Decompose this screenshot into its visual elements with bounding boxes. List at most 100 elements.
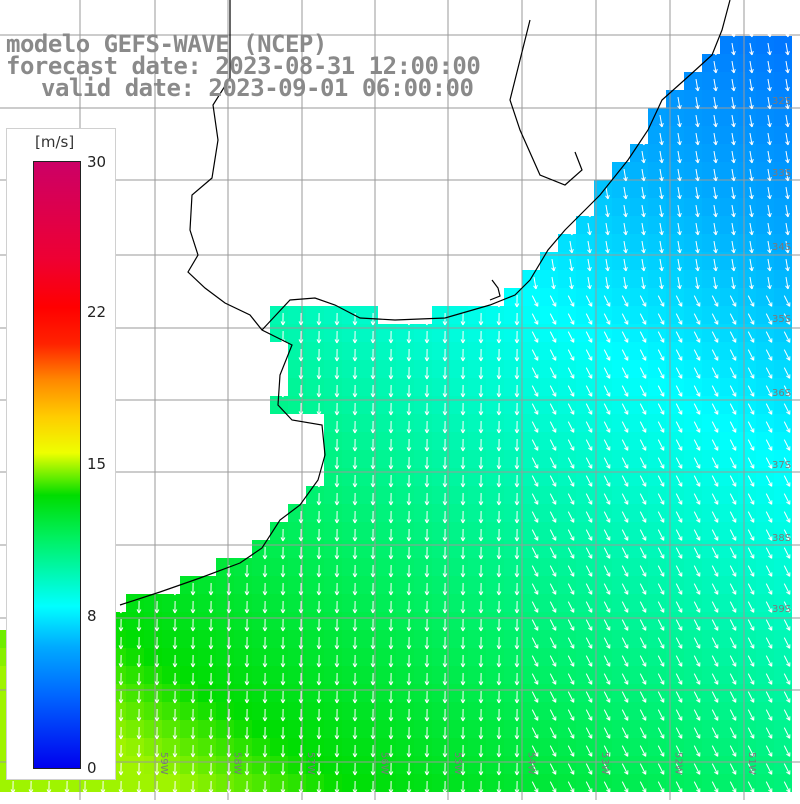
speed-cell bbox=[270, 720, 288, 738]
speed-cell bbox=[612, 738, 630, 756]
speed-cell bbox=[252, 630, 270, 648]
speed-cell bbox=[666, 288, 684, 306]
speed-cell bbox=[162, 648, 180, 666]
speed-cell bbox=[450, 468, 468, 486]
speed-cell bbox=[648, 774, 666, 792]
lon-label: 53W bbox=[599, 752, 610, 775]
speed-cell bbox=[342, 612, 360, 630]
speed-cell bbox=[396, 504, 414, 522]
speed-cell bbox=[504, 720, 522, 738]
speed-cell bbox=[162, 666, 180, 684]
speed-cell bbox=[414, 720, 432, 738]
speed-cell bbox=[522, 666, 540, 684]
speed-cell bbox=[288, 774, 306, 792]
speed-cell bbox=[504, 396, 522, 414]
speed-cell bbox=[306, 396, 324, 414]
speed-cell bbox=[486, 684, 504, 702]
speed-cell bbox=[576, 342, 594, 360]
speed-cell bbox=[666, 540, 684, 558]
speed-cell bbox=[396, 414, 414, 432]
speed-cell bbox=[756, 720, 774, 738]
speed-cell bbox=[720, 576, 738, 594]
speed-cell bbox=[702, 396, 720, 414]
speed-cell bbox=[126, 774, 144, 792]
speed-cell bbox=[756, 486, 774, 504]
speed-cell bbox=[630, 630, 648, 648]
speed-cell bbox=[738, 684, 756, 702]
speed-cell bbox=[558, 648, 576, 666]
speed-cell bbox=[576, 576, 594, 594]
speed-cell bbox=[504, 774, 522, 792]
speed-cell bbox=[774, 630, 792, 648]
speed-cell bbox=[594, 720, 612, 738]
speed-cell bbox=[252, 720, 270, 738]
speed-cell bbox=[432, 720, 450, 738]
speed-cell bbox=[594, 540, 612, 558]
speed-cell bbox=[612, 648, 630, 666]
speed-cell bbox=[702, 684, 720, 702]
speed-cell bbox=[396, 450, 414, 468]
speed-cell bbox=[396, 468, 414, 486]
speed-cell bbox=[288, 720, 306, 738]
speed-cell bbox=[126, 612, 144, 630]
speed-cell bbox=[576, 612, 594, 630]
speed-cell bbox=[324, 756, 342, 774]
speed-cell bbox=[558, 540, 576, 558]
speed-cell bbox=[540, 684, 558, 702]
speed-cell bbox=[576, 594, 594, 612]
speed-cell bbox=[450, 576, 468, 594]
speed-cell bbox=[180, 738, 198, 756]
speed-cell bbox=[738, 702, 756, 720]
speed-cell bbox=[720, 594, 738, 612]
speed-cell bbox=[450, 558, 468, 576]
lon-label: 59W bbox=[158, 752, 169, 775]
speed-cell bbox=[432, 756, 450, 774]
speed-cell bbox=[720, 360, 738, 378]
speed-cell bbox=[576, 522, 594, 540]
speed-cell bbox=[648, 342, 666, 360]
speed-cell bbox=[720, 324, 738, 342]
speed-cell bbox=[432, 468, 450, 486]
speed-cell bbox=[450, 486, 468, 504]
speed-cell bbox=[270, 576, 288, 594]
speed-cell bbox=[342, 684, 360, 702]
speed-cell bbox=[198, 576, 216, 594]
speed-cell bbox=[612, 378, 630, 396]
speed-cell bbox=[324, 648, 342, 666]
speed-cell bbox=[468, 504, 486, 522]
speed-cell bbox=[558, 756, 576, 774]
speed-cell bbox=[576, 684, 594, 702]
colorbar-tick-30: 30 bbox=[87, 153, 106, 171]
speed-cell bbox=[306, 378, 324, 396]
speed-cell bbox=[630, 576, 648, 594]
speed-cell bbox=[126, 684, 144, 702]
speed-cell bbox=[162, 702, 180, 720]
speed-cell bbox=[342, 756, 360, 774]
speed-cell bbox=[342, 522, 360, 540]
speed-cell bbox=[774, 324, 792, 342]
speed-cell bbox=[126, 720, 144, 738]
speed-cell bbox=[414, 540, 432, 558]
speed-cell bbox=[306, 306, 324, 324]
lon-label: 56W bbox=[379, 752, 390, 775]
speed-cell bbox=[162, 774, 180, 792]
speed-cell bbox=[288, 396, 306, 414]
speed-cell bbox=[684, 558, 702, 576]
speed-cell bbox=[342, 576, 360, 594]
speed-cell bbox=[630, 504, 648, 522]
speed-cell bbox=[702, 612, 720, 630]
speed-cell bbox=[378, 630, 396, 648]
speed-cell bbox=[306, 612, 324, 630]
speed-cell bbox=[414, 396, 432, 414]
speed-cell bbox=[198, 684, 216, 702]
speed-cell bbox=[432, 558, 450, 576]
speed-cell bbox=[432, 576, 450, 594]
speed-cell bbox=[666, 648, 684, 666]
speed-cell bbox=[684, 684, 702, 702]
speed-cell bbox=[756, 738, 774, 756]
speed-cell bbox=[486, 414, 504, 432]
speed-cell bbox=[396, 648, 414, 666]
lat-label: 35S bbox=[772, 314, 791, 325]
